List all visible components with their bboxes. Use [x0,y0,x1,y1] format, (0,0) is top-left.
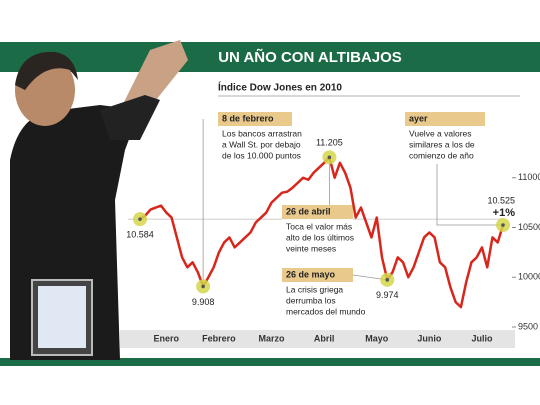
callout-line: veinte meses [286,243,336,253]
highlight-dot [327,155,332,160]
callout-line: La crisis griega [286,284,343,294]
y-tick-label: 11000 [518,172,540,182]
callout-line: de los 10.000 puntos [222,150,301,160]
change-label: +1% [493,207,516,219]
y-tick-label: 9500 [518,321,538,331]
highlight-label: 10.525 [487,195,515,205]
highlight-dot [385,278,390,282]
header-bar [0,42,540,72]
callout-title: 26 de abril [286,206,331,216]
highlight-label: 10.584 [126,230,154,240]
highlight-dot [201,284,205,289]
highlight-label: 9.974 [376,290,399,300]
highlight-dot [501,223,505,227]
callout-line: Los bancos arrastran [222,128,302,138]
callout-title: 8 de febrero [222,113,274,123]
x-tick-label: Junio [417,333,442,343]
callout-line: alto de los últimos [286,232,354,242]
chart-subtitle: Índice Dow Jones en 2010 [218,81,342,94]
callout-title-band [405,112,485,126]
highlight-label: 11.205 [316,138,343,148]
callout-line: derrumba los [286,295,336,305]
x-axis-band [120,330,515,348]
callout-line: comienzo de año [409,150,474,160]
callout-title-band [282,205,353,219]
y-tick-label: 10000 [518,272,540,282]
x-tick-label: Julio [471,333,493,343]
highlight-label: 9.908 [192,297,215,307]
x-tick-label: Mayo [365,333,389,343]
callout-title: ayer [409,113,428,123]
y-tick-label: 10500 [518,222,540,232]
photo [10,40,188,360]
callout-line: a Wall St. por debajo [222,139,301,149]
x-tick-label: Marzo [259,333,286,343]
callout-line: similares a los de [409,139,475,149]
x-tick-label: Febrero [202,333,236,343]
callout-line: Toca el valor más [286,221,352,231]
highlight-dot [138,217,142,221]
callout-line: mercados del mundo [286,306,366,316]
callout-title-band [218,112,292,126]
callout-title-band [282,268,353,282]
callout-title: 26 de mayo [286,269,336,279]
data-line [139,156,505,309]
x-tick-label: Enero [154,333,180,343]
footer-bar [0,358,540,366]
x-tick-label: Abril [314,333,335,343]
callout-line: Vuelve a valores [409,128,472,138]
chart-title: UN AÑO CON ALTIBAJOS [218,48,402,66]
callout-connector [436,164,503,226]
